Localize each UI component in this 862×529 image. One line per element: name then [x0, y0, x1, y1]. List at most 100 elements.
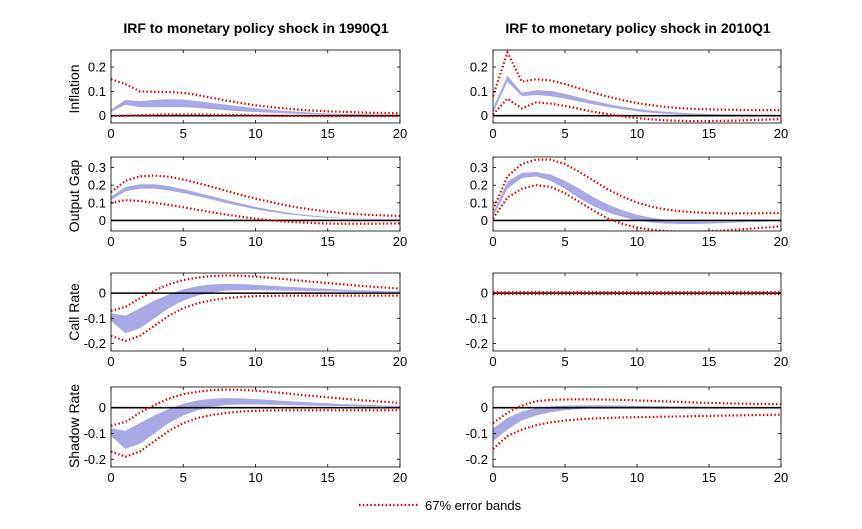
ytick-label-r2c1: 0: [481, 286, 488, 301]
ytick-label-r3c1: 0: [481, 400, 488, 415]
xtick-label-r0c0: 10: [248, 126, 262, 141]
plot-area-r0c0: [111, 78, 400, 118]
ytick-label-r2c0: -0.1: [84, 311, 106, 326]
confidence-band-r0c1: [493, 75, 781, 116]
plot-area-r2c1: [493, 291, 781, 296]
err-upper-line-r3c0: [111, 388, 400, 427]
ytick-label-r2c1: -0.2: [466, 336, 488, 351]
xtick-label-r0c0: 5: [180, 126, 187, 141]
xtick-label-r0c0: 20: [393, 126, 407, 141]
svg-text:Output Gap: Output Gap: [66, 160, 82, 233]
err-lower-line-r0c0: [111, 113, 400, 118]
err-lower-line-r1c1: [493, 184, 781, 231]
ytick-label-r0c0: 0: [99, 108, 106, 123]
ylabel-row-3: Shadow Rate: [66, 384, 82, 468]
err-upper-line-r3c1: [493, 398, 781, 425]
panel-r3c0: 0 5 10 15 20 -0.2 -0.1 0: [84, 386, 407, 485]
xtick-label-r2c0: 5: [180, 354, 187, 369]
err-upper-line-r1c0: [111, 174, 400, 218]
xtick-label-r1c1: 10: [630, 234, 644, 249]
axes-frame-r3c1: [492, 386, 782, 468]
svg-text:Shadow Rate: Shadow Rate: [66, 384, 82, 468]
xtick-label-r3c0: 20: [393, 470, 407, 485]
title-col-1: IRF to monetary policy shock in 2010Q1: [505, 20, 771, 36]
title-col-0: IRF to monetary policy shock in 1990Q1: [123, 20, 389, 36]
xtick-label-r0c1: 10: [630, 126, 644, 141]
plot-area-r0c1: [493, 50, 781, 123]
svg-text:Inflation: Inflation: [66, 64, 82, 113]
axes-frame-r0c1: [492, 49, 782, 124]
plot-area-r1c1: [493, 158, 781, 231]
xtick-label-r3c1: 10: [630, 470, 644, 485]
ytick-label-r3c0: -0.2: [84, 452, 106, 467]
ytick-label-r1c1: 0.2: [470, 178, 488, 193]
err-lower-line-r0c1: [493, 97, 781, 123]
xtick-label-r1c0: 10: [248, 234, 262, 249]
xtick-label-r0c1: 20: [774, 126, 788, 141]
xtick-label-r3c0: 15: [321, 470, 335, 485]
ylabel-row-1: Output Gap: [66, 160, 82, 233]
err-upper-line-r0c0: [111, 78, 400, 115]
xtick-label-r3c1: 5: [561, 470, 568, 485]
ylabel-row-0: Inflation: [66, 64, 82, 113]
xtick-label-r0c1: 5: [561, 126, 568, 141]
xtick-label-r1c0: 0: [107, 234, 114, 249]
xtick-label-r1c1: 0: [489, 234, 496, 249]
ylabel-row-2: Call Rate: [66, 283, 82, 341]
legend-label: 67% error bands: [425, 498, 522, 513]
xtick-label-r3c1: 0: [489, 470, 496, 485]
confidence-band-r3c1: [493, 405, 781, 442]
ytick-label-r2c0: 0: [99, 286, 106, 301]
plot-area-r1c0: [111, 174, 400, 225]
xtick-label-r2c1: 10: [630, 354, 644, 369]
plot-area-r3c0: [111, 388, 400, 458]
err-upper-line-r1c1: [493, 158, 781, 215]
panel-r3c1: 0 5 10 15 20 -0.2 -0.1 0: [466, 386, 788, 485]
panel-r0c1: 0 5 10 15 20 0 0.1 0.2: [470, 49, 788, 141]
xtick-label-r3c0: 5: [180, 470, 187, 485]
ytick-label-r1c1: 0: [481, 213, 488, 228]
ytick-label-r1c0: 0.3: [88, 160, 106, 175]
xtick-label-r1c0: 15: [321, 234, 335, 249]
plot-area-r3c1: [493, 398, 781, 450]
ytick-label-r0c1: 0: [481, 108, 488, 123]
xtick-label-r2c1: 0: [489, 354, 496, 369]
err-upper-line-r2c0: [111, 274, 400, 312]
legend: 67% error bands: [359, 498, 522, 513]
ytick-label-r2c1: -0.1: [466, 311, 488, 326]
svg-text:Call Rate: Call Rate: [66, 283, 82, 341]
confidence-band-r0c0: [111, 99, 400, 116]
xtick-label-r0c1: 0: [489, 126, 496, 141]
err-lower-line-r3c1: [493, 413, 781, 450]
err-lower-line-r3c0: [111, 409, 400, 458]
xtick-label-r1c0: 20: [393, 234, 407, 249]
err-lower-line-r2c0: [111, 294, 400, 343]
xtick-label-r2c1: 20: [774, 354, 788, 369]
ytick-label-r1c1: 0.1: [470, 195, 488, 210]
xtick-label-r2c1: 15: [702, 354, 716, 369]
xtick-label-r2c0: 20: [393, 354, 407, 369]
xtick-label-r0c0: 15: [321, 126, 335, 141]
ytick-label-r0c1: 0.1: [470, 84, 488, 99]
ytick-label-r3c0: -0.1: [84, 426, 106, 441]
ytick-label-r3c1: -0.2: [466, 452, 488, 467]
xtick-label-r1c1: 5: [561, 234, 568, 249]
ytick-label-r0c0: 0.1: [88, 84, 106, 99]
ytick-label-r3c1: -0.1: [466, 426, 488, 441]
ytick-label-r3c0: 0: [99, 400, 106, 415]
panel-r1c0: 0 5 10 15 20 0 0.1 0.2 0.3: [88, 156, 407, 249]
axes-frame-r2c1: [492, 272, 782, 352]
xtick-label-r2c0: 15: [321, 354, 335, 369]
ytick-label-r0c1: 0.2: [470, 60, 488, 75]
xtick-label-r1c1: 15: [702, 234, 716, 249]
xtick-label-r3c0: 10: [248, 470, 262, 485]
panel-r0c0: 0 5 10 15 20 0 0.1 0.2: [88, 49, 407, 141]
xtick-label-r3c0: 0: [107, 470, 114, 485]
xtick-label-r2c0: 10: [248, 354, 262, 369]
xtick-label-r3c1: 20: [774, 470, 788, 485]
xtick-label-r0c1: 15: [702, 126, 716, 141]
plot-area-r2c0: [111, 274, 400, 343]
xtick-label-r1c0: 5: [180, 234, 187, 249]
xtick-label-r2c0: 0: [107, 354, 114, 369]
